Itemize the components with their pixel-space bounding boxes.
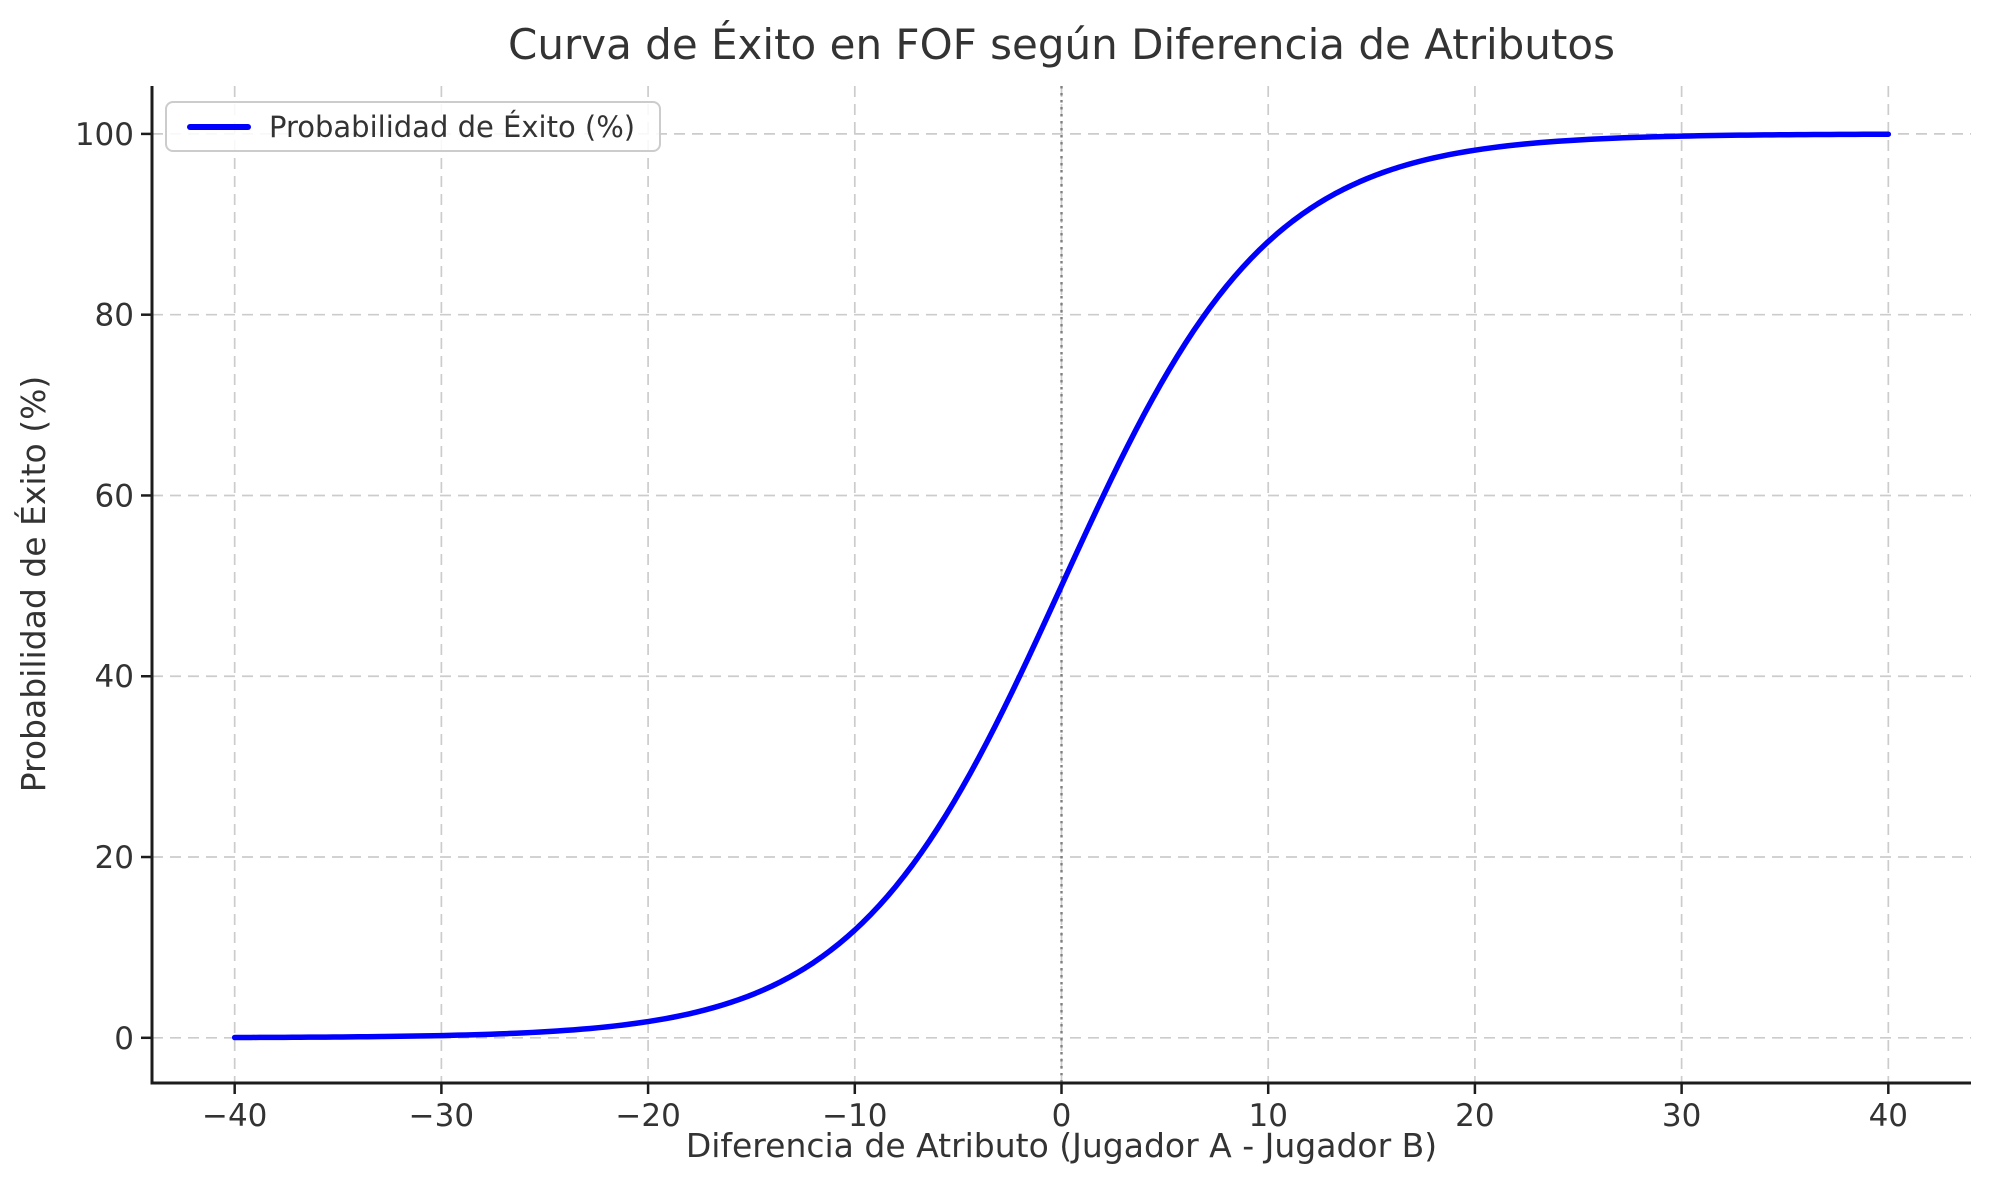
legend-label: Probabilidad de Éxito (%) bbox=[269, 109, 636, 144]
y-tick-label: 60 bbox=[95, 478, 134, 514]
x-tick-label: −20 bbox=[615, 1098, 680, 1134]
x-tick-label: −10 bbox=[822, 1098, 887, 1134]
y-tick-label: 80 bbox=[95, 298, 134, 334]
x-tick-label: 20 bbox=[1455, 1098, 1494, 1134]
y-tick-label: 20 bbox=[95, 840, 134, 876]
x-axis-label: Diferencia de Atributo (Jugador A - Juga… bbox=[685, 1126, 1438, 1165]
y-axis-label: Probabilidad de Éxito (%) bbox=[14, 375, 53, 793]
legend: Probabilidad de Éxito (%) bbox=[165, 101, 662, 152]
chart-title: Curva de Éxito en FOF según Diferencia d… bbox=[508, 20, 1615, 69]
y-tick-label: 40 bbox=[95, 659, 134, 695]
y-tick-label: 0 bbox=[114, 1021, 134, 1057]
y-tick-label: 100 bbox=[75, 117, 134, 153]
x-tick-label: −40 bbox=[202, 1098, 267, 1134]
x-tick-label: 10 bbox=[1248, 1098, 1287, 1134]
x-tick-label: 0 bbox=[1052, 1098, 1072, 1134]
x-tick-label: −30 bbox=[409, 1098, 474, 1134]
x-tick-label: 30 bbox=[1662, 1098, 1701, 1134]
success-probability-curve bbox=[231, 131, 1892, 1041]
x-tick-label: 40 bbox=[1869, 1098, 1908, 1134]
legend-line-sample bbox=[187, 123, 251, 130]
